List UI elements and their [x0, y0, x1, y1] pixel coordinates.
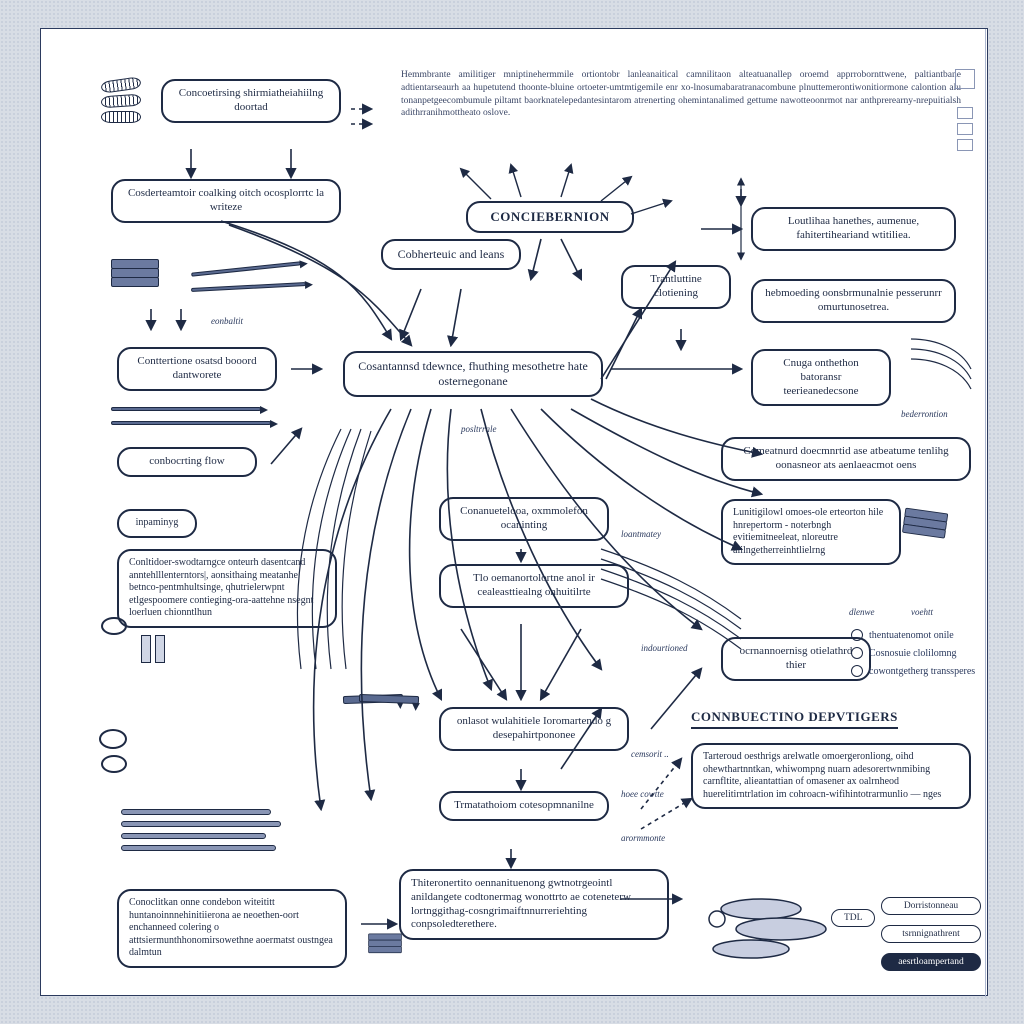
label-l5: dlenwe	[849, 607, 875, 617]
node-n18: onlasot wulahitiele Ioromartendo g desep…	[439, 707, 629, 751]
ring-icon	[101, 617, 127, 635]
ring-icon-3	[101, 755, 127, 773]
node-n3: Cobherteuic and leans	[381, 239, 521, 270]
label-l9: hoee cowtte	[621, 789, 664, 799]
legend-bullets: thentuatenomot onile Cosnosuie clolilomn…	[851, 629, 975, 683]
section-connecting-devices: CONNBUECTINO DEPVTIGERS	[691, 709, 898, 729]
node-n15: Conltidoer-swodtarngce onteurh dasentcan…	[117, 549, 337, 628]
pencil-icon	[191, 261, 301, 276]
bullet-1: Cosnosuie clolilomng	[869, 648, 957, 659]
label-l6: voehtt	[911, 607, 933, 617]
shield-icon	[955, 69, 975, 89]
label-l1: eonbaltit	[211, 316, 243, 326]
leaf-icon-2	[101, 94, 142, 109]
node-n10: conbocrting flow	[117, 447, 257, 477]
hbars-icon	[121, 809, 281, 851]
pill-2: Dorristonneau	[881, 897, 981, 915]
node-hub: Cosantannsd tdewnce, fhuthing mesothetre…	[343, 351, 603, 397]
label-l7: indourtioned	[641, 643, 688, 653]
pencil-icon-3	[111, 407, 261, 411]
pencil-icon-2	[191, 282, 306, 292]
leaf-icon	[100, 76, 141, 93]
pencil-icon-4	[111, 421, 271, 425]
book-stack-icon-2	[902, 508, 949, 541]
ring-icon-2	[99, 729, 127, 749]
node-n6: Loutlihaa hanethes, aumenue, fahitertihe…	[751, 207, 956, 251]
intro-paragraph: Hemmbrante amilitiger mniptinehermmile o…	[401, 69, 961, 120]
page-thumbnails	[957, 107, 973, 151]
main-frame: Hemmbrante amilitiger mniptinehermmile o…	[40, 28, 988, 996]
node-n11: Comeatnurd doecmnrtid ase atbeatume tenl…	[721, 437, 971, 481]
leaf-icon-3	[101, 111, 141, 123]
node-n12: inpaminyg	[117, 509, 197, 538]
pill-3: tsrnnignathrent	[881, 925, 981, 943]
node-n19: Trmatathoiom cotesopmnanilne	[439, 791, 609, 821]
node-n14: Lunitigilowl omoes-ole erteorton hile hn…	[721, 499, 901, 565]
bullet-2: cowontgetherg transsperes	[869, 666, 975, 677]
label-l2: bederrontion	[901, 409, 948, 419]
node-n9: Cnuga onthethon batoransr teerieanedecso…	[751, 349, 891, 406]
book-stack-icon-3	[368, 934, 402, 955]
node-n21: Thiteronertito oennanituenong gwtnotrgeo…	[399, 869, 669, 940]
pill-tdl: TDL	[831, 909, 875, 927]
node-n1: Concoetirsing shirmiatheiahiilng doortad	[161, 79, 341, 123]
right-margin-rule	[985, 29, 986, 997]
node-n8: Conttertione osatsd booord dantworete	[117, 347, 277, 391]
node-n7: hebmoeding oonsbrmunalnie pesserunrr omu…	[751, 279, 956, 323]
label-l3: posltrrale	[461, 424, 497, 434]
node-n20: Conoclitkan onne condebon witeititt hunt…	[117, 889, 347, 968]
bars-icon	[141, 635, 165, 663]
node-n16: Tlo oemanortolortne anol ir cealeasttiea…	[439, 564, 629, 608]
node-n17: ocrnannoernisg otielathrd thier	[721, 637, 871, 681]
label-l4: loantmatey	[621, 529, 661, 539]
pill-4: aesrtloampertand	[881, 953, 981, 971]
node-n2: Cosderteamtoir coalking oitch ocosplorrt…	[111, 179, 341, 223]
node-n4: CONCIEBERNION	[466, 201, 634, 233]
book-stack-icon	[111, 259, 159, 289]
node-n13: Conanuetelooa, oxmmolefon ocaninting	[439, 497, 609, 541]
label-l8: cemsorit ..	[631, 749, 669, 759]
node-n5: Trantluttine clotiening	[621, 265, 731, 309]
bullet-0: thentuatenomot onile	[869, 630, 954, 641]
label-l10: arormmonte	[621, 833, 665, 843]
node-n22: Tarteroud oesthrigs arelwatle omoergeron…	[691, 743, 971, 809]
